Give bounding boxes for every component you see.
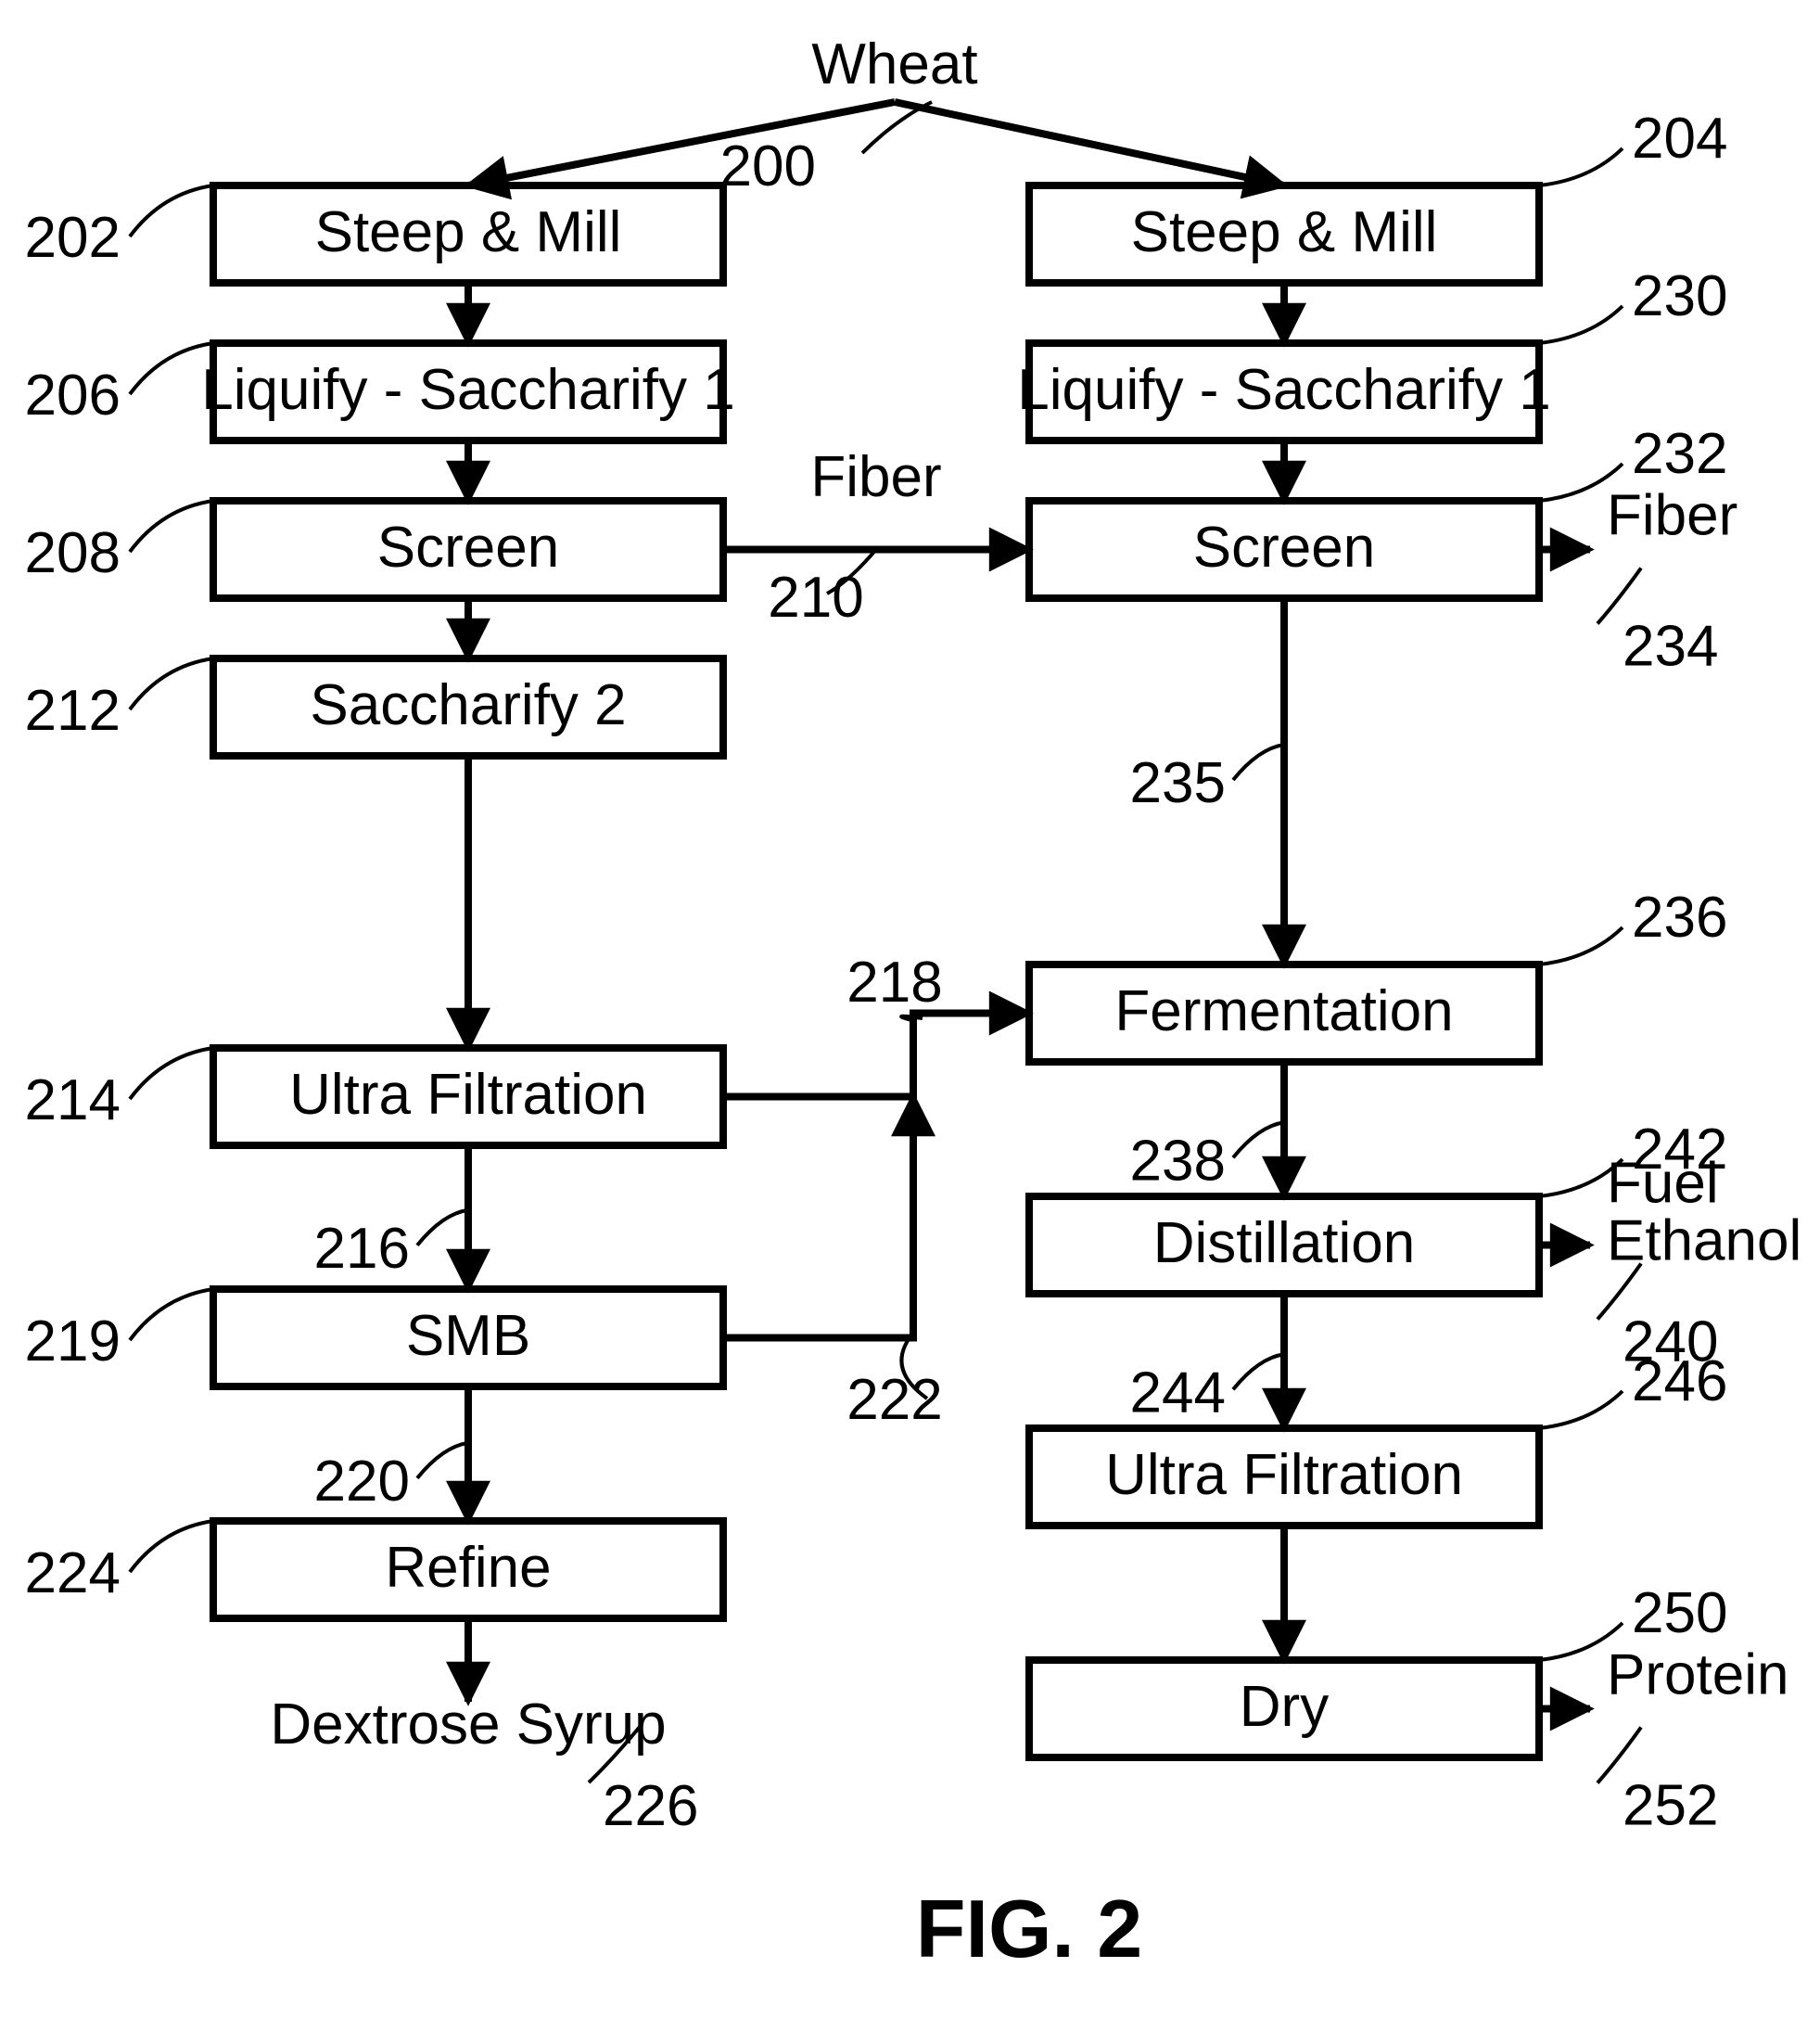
output-label-226: Dextrose Syrup: [270, 1693, 666, 1757]
box-label-b206: Liquify - Saccharify 1: [201, 358, 734, 422]
input-label: Wheat: [811, 32, 977, 96]
ref-210: 210: [768, 566, 863, 630]
leader-220: [417, 1443, 468, 1478]
box-label-b236: Fermentation: [1114, 979, 1453, 1043]
ref-232: 232: [1632, 422, 1727, 486]
ref-244: 244: [1130, 1361, 1226, 1424]
ref-202: 202: [25, 206, 121, 270]
process-flow-diagram: Steep & Mill 202 Liquify - Saccharify 1 206…: [0, 0, 1820, 2044]
box-label-b224: Refine: [385, 1536, 551, 1600]
ref-218: 218: [846, 951, 942, 1015]
ref-224: 224: [25, 1541, 121, 1605]
output-label-234: Fiber: [1607, 484, 1737, 548]
cross-arrow-218: [723, 1014, 1029, 1097]
leader-230: [1539, 306, 1623, 343]
ref-240: 240: [1623, 1310, 1718, 1374]
ref-204: 204: [1632, 107, 1727, 171]
ref-230: 230: [1632, 264, 1727, 328]
ref-220: 220: [314, 1450, 410, 1514]
leader-246: [1539, 1391, 1623, 1428]
leader-236: [1539, 927, 1623, 965]
box-label-b208: Screen: [377, 516, 559, 580]
input-arrow-b204: [895, 102, 1284, 185]
box-label-b219: SMB: [406, 1304, 530, 1368]
leader-204: [1539, 148, 1623, 185]
leader-235: [1233, 745, 1284, 780]
ref-238: 238: [1130, 1129, 1226, 1193]
ref-212: 212: [25, 679, 121, 743]
cross-label-fiber: Fiber: [810, 445, 941, 509]
box-label-b242: Distillation: [1153, 1211, 1416, 1275]
output-label-252: Protein: [1607, 1643, 1788, 1707]
leader-218: [901, 1016, 923, 1021]
leader-244: [1233, 1354, 1284, 1389]
ref-222: 222: [846, 1368, 942, 1432]
leader-224: [130, 1521, 213, 1572]
leader-214: [130, 1048, 213, 1099]
ref-219: 219: [25, 1309, 121, 1373]
input-arrow-b202: [468, 102, 895, 185]
ref-234: 234: [1623, 615, 1718, 679]
leader-212: [130, 658, 213, 709]
leader-208: [130, 501, 213, 552]
figure-label: FIG. 2: [916, 1883, 1143, 1974]
ref-226: 226: [603, 1774, 698, 1838]
ref-200: 200: [720, 134, 816, 198]
ref-252: 252: [1623, 1774, 1718, 1838]
ref-216: 216: [314, 1217, 410, 1281]
leader-238: [1233, 1122, 1284, 1157]
ref-236: 236: [1632, 886, 1727, 950]
box-label-b214: Ultra Filtration: [289, 1063, 647, 1127]
box-label-b202: Steep & Mill: [315, 200, 622, 264]
leader-219: [130, 1289, 213, 1340]
leader-202: [130, 185, 213, 236]
cross-arrow-222: [723, 1096, 913, 1338]
output-label-240: FuelEthanol: [1607, 1152, 1801, 1273]
box-label-b232: Screen: [1193, 516, 1375, 580]
ref-250: 250: [1632, 1581, 1727, 1645]
box-label-b212: Saccharify 2: [310, 673, 626, 737]
box-label-b204: Steep & Mill: [1131, 200, 1438, 264]
leader-216: [417, 1210, 468, 1246]
ref-206: 206: [25, 364, 121, 428]
box-label-b250: Dry: [1240, 1675, 1329, 1739]
ref-208: 208: [25, 521, 121, 585]
box-label-b230: Liquify - Saccharify 1: [1017, 358, 1550, 422]
ref-235: 235: [1130, 751, 1226, 815]
ref-214: 214: [25, 1068, 121, 1132]
box-label-b246: Ultra Filtration: [1105, 1443, 1463, 1507]
